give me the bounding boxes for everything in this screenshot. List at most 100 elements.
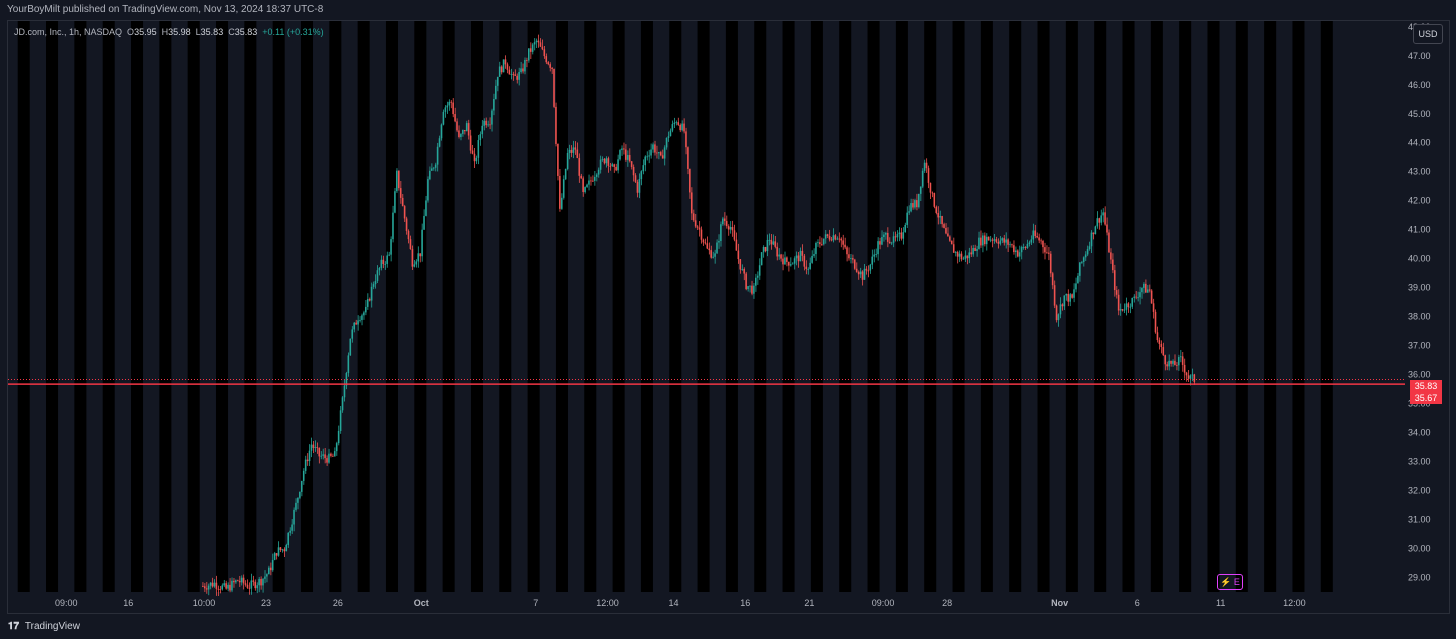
candle-body <box>446 105 449 108</box>
tradingview-logo-icon[interactable]: 𝟏𝟕 <box>8 621 20 632</box>
tradingview-brand[interactable]: TradingView <box>24 621 80 632</box>
candle-body <box>702 239 705 243</box>
candle-body <box>467 123 470 136</box>
candle-body <box>394 191 396 213</box>
candle-body <box>510 73 513 75</box>
candle-body <box>287 532 289 545</box>
legend-change: +0.11 (+0.31%) <box>262 27 324 37</box>
candle-body <box>753 285 755 294</box>
candle-body <box>987 236 990 241</box>
candle-body <box>388 254 390 256</box>
candle-body <box>477 140 480 158</box>
candle-body <box>749 285 751 287</box>
session-band <box>131 21 144 592</box>
candle-body <box>283 549 286 552</box>
candle-body <box>1135 296 1137 298</box>
session-band <box>527 21 540 592</box>
candle-body <box>939 216 941 218</box>
candle-body <box>438 138 441 147</box>
candle-body <box>844 244 846 248</box>
x-tick-label: 7 <box>533 598 538 608</box>
y-tick-label: 41.00 <box>1408 225 1431 235</box>
candle-body <box>454 114 456 122</box>
candle-body <box>692 213 695 221</box>
candle-body <box>1133 296 1135 298</box>
candle-body <box>888 241 891 244</box>
candle-body <box>879 241 881 245</box>
candle-body <box>943 224 945 228</box>
candle-body <box>495 85 497 99</box>
candle-body <box>708 248 711 251</box>
candle-body <box>1032 230 1035 240</box>
candle-body <box>1005 239 1007 243</box>
price-chart[interactable]: 48.0047.0046.0045.0044.0043.0042.0041.00… <box>8 21 1448 614</box>
candle-body <box>857 271 860 275</box>
candle-body <box>1117 294 1120 311</box>
chart-frame <box>7 20 1450 614</box>
candle-body <box>667 136 670 138</box>
candle-body <box>972 247 974 255</box>
candle-body <box>1042 240 1044 248</box>
y-tick-label: 36.00 <box>1408 370 1431 380</box>
candle-body <box>295 502 297 510</box>
candle-body <box>384 263 387 265</box>
candle-body <box>1146 289 1149 293</box>
candle-body <box>1156 332 1159 341</box>
candle-body <box>741 268 744 270</box>
candle-body <box>254 581 257 589</box>
candle-body <box>1112 259 1114 271</box>
candle-body <box>978 237 980 249</box>
candle-body <box>1028 242 1031 244</box>
candle-body <box>716 242 718 254</box>
candle-body <box>900 232 903 239</box>
candle-body <box>1073 289 1075 298</box>
candle-body <box>964 255 967 259</box>
candle-body <box>1011 244 1013 246</box>
candle-body <box>954 252 957 253</box>
session-band <box>669 21 682 592</box>
candle-body <box>640 171 643 180</box>
candle-body <box>1181 356 1184 365</box>
candle-body <box>549 64 551 68</box>
candle-body <box>873 254 875 257</box>
candle-body <box>359 319 361 321</box>
candle-body <box>673 122 676 125</box>
session-band <box>555 21 568 592</box>
earnings-marker-icon[interactable]: ⚡ E <box>1217 574 1243 590</box>
candle-body <box>339 410 342 431</box>
candle-body <box>855 268 858 272</box>
candle-body <box>318 447 321 457</box>
candle-body <box>919 186 922 194</box>
candle-body <box>997 241 1000 244</box>
candle-body <box>335 443 338 452</box>
legend-high-label: H <box>161 27 169 37</box>
candle-body <box>634 175 637 182</box>
candle-body <box>1100 215 1102 223</box>
candle-body <box>768 239 771 241</box>
candle-body <box>947 233 949 237</box>
candle-body <box>574 147 577 150</box>
candle-body <box>906 212 908 225</box>
candle-body <box>436 146 439 165</box>
candle-body <box>642 165 645 172</box>
candle-body <box>1121 309 1124 311</box>
candle-body <box>747 286 749 290</box>
currency-button[interactable]: USD <box>1413 24 1443 44</box>
candle-body <box>722 218 724 225</box>
candle-body <box>700 229 703 240</box>
candle-body <box>256 585 258 589</box>
candle-body <box>1001 238 1004 241</box>
candle-body <box>605 158 608 164</box>
candle-body <box>982 235 984 246</box>
candle-body <box>1013 245 1015 253</box>
candle-body <box>985 236 988 245</box>
candle-body <box>1164 355 1167 365</box>
candle-body <box>448 101 451 106</box>
candle-body <box>941 216 943 225</box>
candle-body <box>355 322 357 325</box>
candle-body <box>498 66 501 77</box>
x-tick-label: 12:00 <box>596 598 619 608</box>
session-band <box>612 21 625 592</box>
candle-body <box>264 576 266 579</box>
candle-body <box>491 110 493 125</box>
